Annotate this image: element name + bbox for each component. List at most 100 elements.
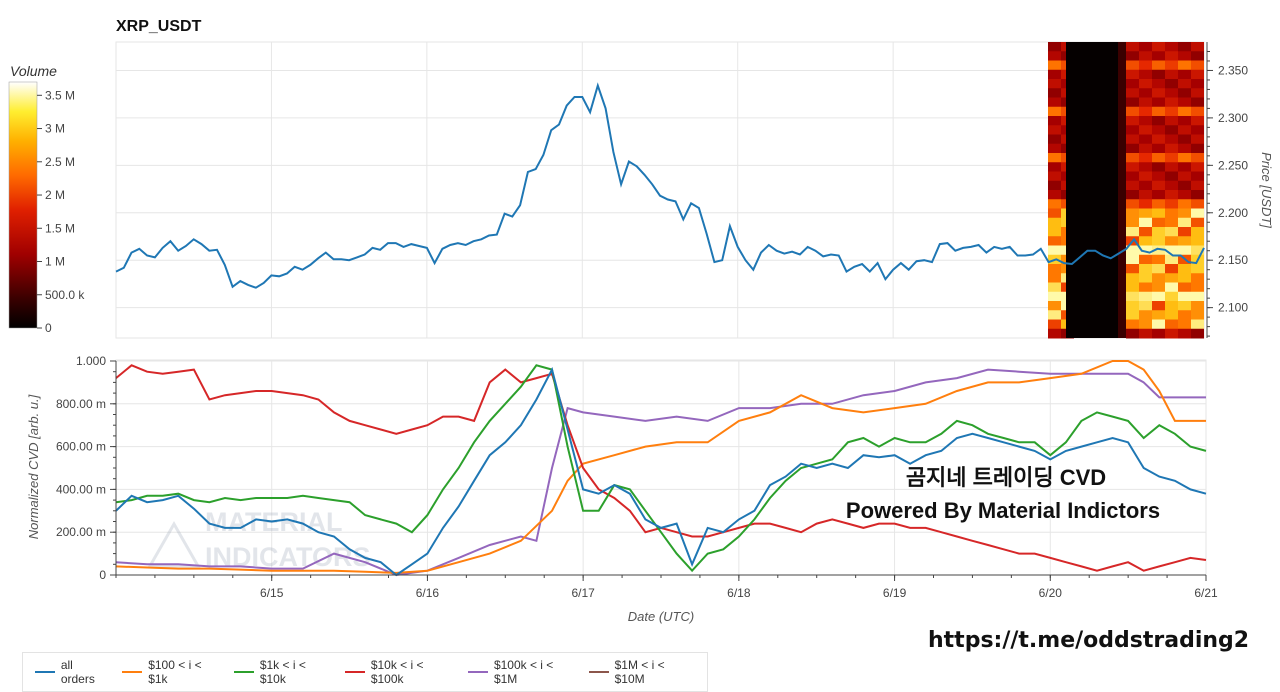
heatmap-cell — [1126, 79, 1139, 89]
heatmap-cell — [1191, 227, 1204, 237]
overlay-title: 곰지네 트레이딩 CVD — [906, 465, 1106, 490]
heatmap-cell — [1048, 125, 1061, 135]
heatmap-cell — [1126, 291, 1139, 302]
heatmap-cell — [1139, 51, 1152, 61]
price-line — [115, 82, 1205, 289]
legend-item[interactable]: $100 < i < $1k — [122, 658, 217, 686]
cvd-y-axis: 0 200.00 m 400.00 m 600.00 m 800.00 m 1.000 — [56, 354, 117, 582]
colorbar-tick-label: 1 M — [45, 255, 65, 269]
legend-item[interactable]: $1k < i < $10k — [233, 658, 328, 686]
heatmap-cell — [1152, 319, 1165, 330]
colorbar-tick-label: 500.0 k — [45, 288, 85, 302]
heatmap-cell — [1191, 208, 1204, 219]
heatmap-cell — [1126, 171, 1139, 182]
heatmap-cell — [1178, 153, 1191, 163]
heatmap-cell — [1178, 236, 1191, 246]
heatmap-cell — [1126, 125, 1139, 135]
heatmap-cell — [1152, 162, 1165, 172]
heatmap-cell — [1165, 134, 1178, 145]
heatmap-cell — [1048, 291, 1061, 302]
legend-swatch — [344, 671, 365, 673]
heatmap-cell — [1191, 328, 1204, 339]
heatmap-cell — [1126, 227, 1139, 237]
heatmap-cell — [1152, 245, 1165, 256]
cvd-line-r100-1k — [115, 360, 1206, 574]
heatmap-cell — [1048, 42, 1061, 52]
heatmap-cell — [1048, 282, 1061, 293]
heatmap-cell — [1048, 328, 1061, 339]
heatmap-cell — [1126, 328, 1139, 339]
heatmap-cell — [1139, 106, 1152, 117]
chart-title: XRP_USDT — [116, 18, 202, 35]
heatmap-cell — [1178, 88, 1191, 98]
cvd-x-axis-label: Date (UTC) — [628, 609, 694, 624]
heatmap-cell — [1152, 42, 1165, 52]
heatmap-cell — [1126, 162, 1139, 172]
heatmap-cell — [1165, 310, 1178, 320]
legend-item[interactable]: all orders — [35, 658, 105, 686]
heatmap-cell — [1139, 42, 1152, 52]
legend-swatch — [35, 671, 55, 673]
heatmap-cell — [1126, 264, 1139, 274]
heatmap-cell — [1126, 319, 1139, 330]
heatmap-cell — [1178, 282, 1191, 293]
heatmap-cell — [1048, 227, 1061, 237]
cvd-x-tick-label: 6/18 — [727, 586, 751, 600]
price-y-tick-label: 2.250 — [1218, 158, 1248, 172]
heatmap-cell — [1178, 162, 1191, 172]
heatmap-cell — [1139, 208, 1152, 219]
heatmap-cell — [1165, 143, 1178, 154]
heatmap-cell — [1139, 254, 1152, 265]
heatmap-cell — [1152, 273, 1165, 283]
heatmap-cell — [1178, 310, 1191, 320]
legend-item[interactable]: $10k < i < $100k — [344, 658, 451, 686]
heatmap-cell — [1165, 264, 1178, 274]
heatmap-cell — [1139, 143, 1152, 154]
legend-item[interactable]: $1M < i < $10M — [588, 658, 690, 686]
legend-item[interactable]: $100k < i < $1M — [468, 658, 572, 686]
heatmap-cell — [1152, 301, 1165, 311]
heatmap-cell — [1126, 190, 1139, 200]
heatmap-cell — [1191, 162, 1204, 172]
heatmap-cell — [1165, 60, 1178, 71]
cvd-x-tick-label: 6/15 — [260, 586, 284, 600]
overlay-subtitle: Powered By Material Indictors — [846, 498, 1160, 523]
heatmap-cell — [1165, 42, 1178, 52]
price-y-axis: 2.100 2.150 2.200 2.250 2.300 2.350 — [1206, 42, 1248, 338]
heatmap-cell — [1165, 227, 1178, 237]
heatmap-cell — [1126, 69, 1139, 80]
heatmap-cell — [1152, 60, 1165, 71]
heatmap-cell — [1191, 273, 1204, 283]
heatmap-cell — [1165, 106, 1178, 117]
price-y-axis-label: Price [USDT] — [1259, 152, 1274, 228]
heatmap-cell — [1165, 217, 1178, 228]
heatmap-cell — [1152, 180, 1165, 191]
heatmap-cell — [1152, 254, 1165, 265]
heatmap-cell — [1048, 116, 1061, 126]
heatmap-cell — [1191, 301, 1204, 311]
heatmap-cell — [1139, 217, 1152, 228]
cvd-x-tick-label: 6/20 — [1039, 586, 1063, 600]
price-y-tick-label: 2.300 — [1218, 111, 1248, 125]
heatmap-cell — [1048, 153, 1061, 163]
heatmap-cell — [1178, 69, 1191, 80]
colorbar-tick-label: 1.5 M — [45, 221, 75, 235]
heatmap-cell — [1178, 42, 1191, 52]
heatmap-cell — [1152, 171, 1165, 182]
legend-label: $100 < i < $1k — [148, 658, 202, 686]
heatmap-cell — [1191, 60, 1204, 71]
heatmap-cell — [1152, 153, 1165, 163]
heatmap-cell — [1165, 51, 1178, 61]
telegram-link[interactable]: https://t.me/oddstrading2 — [928, 628, 1250, 653]
heatmap-cell — [1152, 88, 1165, 98]
legend-swatch — [122, 671, 143, 673]
heatmap-cell — [1191, 116, 1204, 126]
cvd-x-tick-label: 6/19 — [883, 586, 907, 600]
heatmap-cell — [1178, 134, 1191, 145]
heatmap-cell — [1152, 236, 1165, 246]
heatmap-cell — [1139, 116, 1152, 126]
heatmap-cell — [1126, 254, 1139, 265]
heatmap-cell — [1139, 227, 1152, 237]
heatmap-cell — [1139, 273, 1152, 283]
heatmap-cell — [1152, 217, 1165, 228]
